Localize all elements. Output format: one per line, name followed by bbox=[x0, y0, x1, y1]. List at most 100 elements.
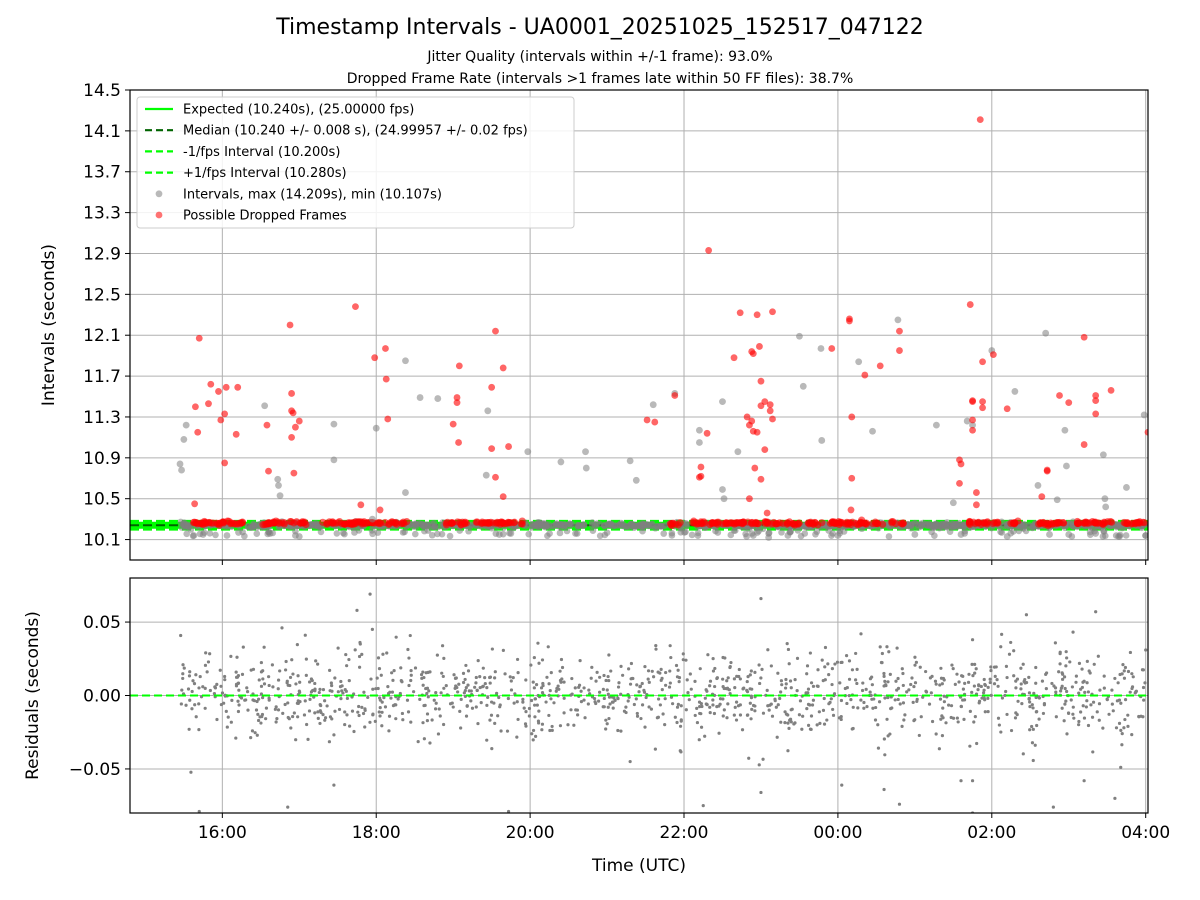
residual-point bbox=[717, 731, 721, 735]
residual-point bbox=[251, 667, 256, 671]
residual-point bbox=[758, 681, 762, 686]
interval-point bbox=[421, 527, 428, 535]
interval-point bbox=[817, 345, 825, 352]
residual-point bbox=[989, 665, 993, 669]
dropped-frame-point bbox=[751, 464, 759, 472]
interval-point bbox=[563, 527, 571, 535]
dropped-frame-point bbox=[1038, 493, 1046, 501]
residual-point bbox=[181, 663, 185, 667]
residual-point bbox=[219, 684, 223, 688]
residual-point bbox=[924, 690, 929, 694]
residual-point bbox=[973, 662, 977, 667]
residual-point bbox=[318, 687, 322, 692]
residual-point bbox=[708, 711, 712, 715]
residual-point bbox=[1110, 688, 1114, 692]
residual-point bbox=[718, 697, 723, 701]
residual-point bbox=[283, 702, 287, 707]
residual-point bbox=[360, 705, 364, 709]
residual-point bbox=[529, 663, 533, 667]
residual-point bbox=[394, 717, 398, 721]
residual-point bbox=[594, 679, 598, 683]
residual-point bbox=[1098, 688, 1102, 692]
residual-point bbox=[827, 673, 831, 677]
interval-point bbox=[589, 527, 597, 534]
residual-point bbox=[909, 682, 913, 687]
residual-point bbox=[1060, 684, 1064, 688]
residual-point bbox=[721, 697, 725, 701]
residual-point bbox=[330, 683, 334, 688]
residual-point bbox=[464, 714, 469, 718]
interval-point bbox=[749, 532, 757, 539]
residual-point bbox=[725, 679, 729, 683]
residual-point bbox=[822, 696, 826, 701]
dropped-frame-point bbox=[743, 413, 751, 421]
residual-point bbox=[966, 680, 971, 684]
residual-point bbox=[684, 708, 688, 712]
residual-point bbox=[540, 691, 545, 695]
residual-point bbox=[466, 683, 470, 687]
x-axis-label: Time (UTC) bbox=[591, 856, 686, 876]
residual-point bbox=[257, 678, 261, 682]
residual-point bbox=[847, 659, 852, 663]
residual-point bbox=[626, 699, 630, 703]
residual-point bbox=[313, 711, 317, 715]
residual-point bbox=[186, 687, 191, 691]
residual-point bbox=[353, 648, 357, 652]
dropped-frame-point bbox=[392, 519, 400, 527]
residual-point bbox=[725, 716, 729, 720]
residual-point bbox=[522, 706, 526, 710]
residual-point bbox=[206, 660, 211, 664]
residual-point bbox=[405, 698, 410, 702]
intervals-legend: Expected (10.240s), (25.00000 fps) Median… bbox=[136, 96, 575, 229]
residual-point bbox=[1062, 675, 1067, 679]
residual-point bbox=[838, 681, 842, 685]
residual-point bbox=[688, 672, 692, 676]
residual-point bbox=[1022, 679, 1026, 684]
residual-point bbox=[748, 673, 752, 677]
dropped-frame-point bbox=[703, 429, 711, 437]
residual-point bbox=[409, 673, 413, 677]
interval-point bbox=[369, 530, 376, 538]
residual-point bbox=[321, 712, 325, 717]
residual-point bbox=[684, 658, 688, 662]
interval-point bbox=[274, 475, 282, 483]
residual-point bbox=[1061, 672, 1065, 676]
interval-point bbox=[813, 528, 821, 535]
residual-point bbox=[742, 686, 746, 690]
residual-point bbox=[457, 682, 461, 686]
dropped-frame-point bbox=[774, 519, 782, 528]
interval-point bbox=[401, 528, 408, 536]
dropped-frame-point bbox=[708, 519, 716, 527]
residual-point bbox=[604, 718, 608, 722]
residual-point bbox=[425, 691, 429, 696]
residual-point bbox=[746, 675, 750, 679]
residual-point bbox=[1085, 659, 1089, 663]
residual-point bbox=[901, 671, 905, 676]
interval-point bbox=[330, 420, 338, 428]
residual-point bbox=[903, 713, 907, 717]
residual-point bbox=[187, 727, 191, 731]
residual-point bbox=[347, 679, 351, 683]
residual-point bbox=[753, 709, 757, 713]
residual-point bbox=[823, 678, 827, 682]
interval-point bbox=[428, 531, 436, 539]
interval-point bbox=[507, 530, 515, 537]
residual-point bbox=[879, 660, 884, 665]
residual-point bbox=[753, 670, 757, 674]
residual-point bbox=[629, 661, 634, 666]
residual-point bbox=[534, 734, 538, 738]
dropped-frame-point bbox=[217, 416, 225, 424]
residual-point bbox=[310, 678, 314, 683]
residual-point bbox=[486, 695, 490, 700]
interval-point bbox=[435, 523, 442, 531]
residual-point bbox=[621, 673, 625, 677]
residual-point bbox=[940, 734, 945, 738]
residual-point bbox=[590, 665, 594, 669]
residual-point bbox=[661, 712, 665, 716]
residual-point bbox=[329, 681, 333, 685]
residual-point bbox=[695, 720, 700, 725]
residual-point bbox=[557, 687, 561, 691]
residual-point bbox=[955, 716, 959, 720]
dropped-frame-point bbox=[328, 518, 337, 526]
residual-point bbox=[297, 689, 301, 693]
